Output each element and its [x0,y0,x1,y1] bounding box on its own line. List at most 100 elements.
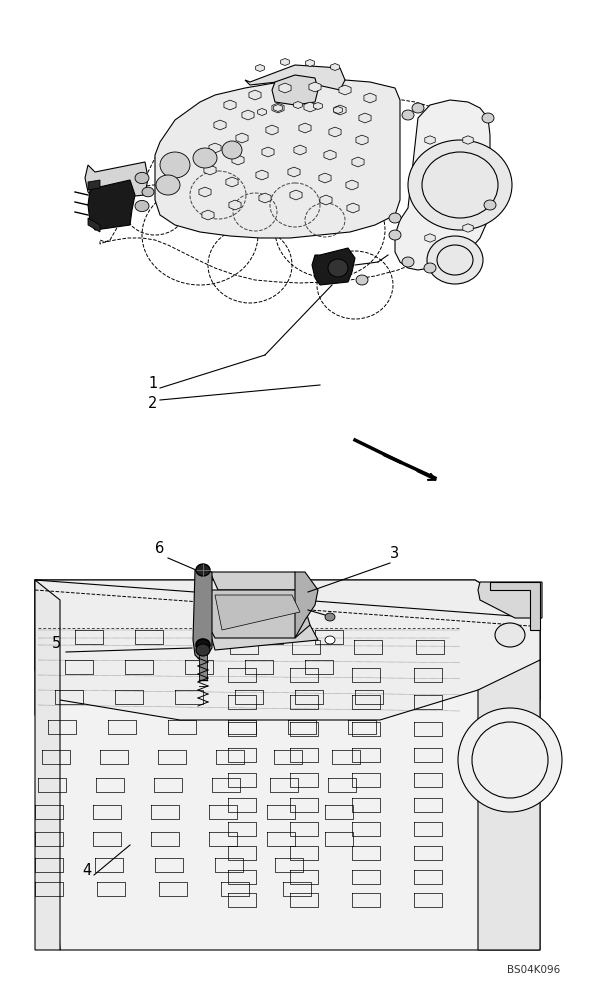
Ellipse shape [196,639,210,651]
Ellipse shape [196,564,210,576]
Polygon shape [232,155,244,165]
Polygon shape [299,123,311,133]
Polygon shape [224,100,236,110]
Ellipse shape [135,172,149,184]
Polygon shape [205,590,310,638]
Polygon shape [35,660,540,745]
Polygon shape [490,582,540,630]
Ellipse shape [424,263,436,273]
Polygon shape [202,210,214,220]
Polygon shape [242,110,254,120]
Polygon shape [88,180,135,230]
Ellipse shape [196,644,210,656]
Polygon shape [208,625,318,650]
Text: 3: 3 [390,546,399,561]
Text: 5: 5 [52,636,61,651]
Ellipse shape [160,152,190,178]
Ellipse shape [328,259,348,277]
Polygon shape [425,234,435,242]
Polygon shape [279,83,291,93]
Ellipse shape [142,187,154,197]
Polygon shape [259,193,271,203]
Polygon shape [463,224,473,232]
Polygon shape [214,120,226,130]
Polygon shape [155,80,400,238]
Polygon shape [236,133,248,143]
Polygon shape [347,203,359,213]
Polygon shape [295,572,318,638]
Polygon shape [331,64,339,70]
Polygon shape [256,64,265,72]
Ellipse shape [193,148,217,168]
Polygon shape [256,170,268,180]
Ellipse shape [402,110,414,120]
Polygon shape [309,82,321,92]
Polygon shape [339,85,351,95]
Text: 2: 2 [148,396,157,411]
Polygon shape [266,125,278,135]
Polygon shape [334,106,342,113]
Ellipse shape [402,257,414,267]
Polygon shape [329,127,341,137]
Polygon shape [85,162,148,200]
Polygon shape [324,150,336,160]
Ellipse shape [412,103,424,113]
Text: 6: 6 [155,541,164,556]
Polygon shape [274,104,282,111]
Ellipse shape [482,113,494,123]
Ellipse shape [389,230,401,240]
Text: BS04K096: BS04K096 [507,965,560,975]
Ellipse shape [458,708,562,812]
Polygon shape [319,173,331,183]
Ellipse shape [135,200,149,212]
Ellipse shape [222,141,242,159]
Polygon shape [312,248,355,285]
Ellipse shape [325,636,335,644]
Polygon shape [294,102,303,108]
Ellipse shape [356,275,368,285]
Polygon shape [272,103,284,113]
Polygon shape [290,190,302,200]
Polygon shape [359,113,371,123]
Polygon shape [262,147,274,157]
Ellipse shape [495,623,525,647]
Polygon shape [395,100,490,270]
Polygon shape [425,136,435,144]
Polygon shape [334,105,346,115]
Polygon shape [215,595,300,630]
Polygon shape [356,135,368,145]
Ellipse shape [389,213,401,223]
Polygon shape [463,136,473,144]
Polygon shape [288,167,300,177]
Polygon shape [272,75,318,105]
Polygon shape [199,652,207,680]
Polygon shape [35,580,540,950]
Polygon shape [193,570,212,660]
Ellipse shape [427,236,483,284]
Polygon shape [88,180,100,190]
Ellipse shape [484,200,496,210]
Polygon shape [204,165,216,175]
Polygon shape [320,195,332,205]
Polygon shape [364,93,376,103]
Polygon shape [88,218,100,232]
Polygon shape [304,102,316,112]
Polygon shape [478,582,542,618]
Polygon shape [35,580,540,720]
Polygon shape [249,90,261,100]
Ellipse shape [156,175,180,195]
Polygon shape [281,58,289,66]
Polygon shape [245,65,345,90]
Polygon shape [209,143,221,153]
Polygon shape [352,157,364,167]
Polygon shape [294,145,306,155]
Polygon shape [305,60,314,66]
Ellipse shape [408,140,512,230]
Polygon shape [314,103,322,109]
Polygon shape [226,177,238,187]
Ellipse shape [325,613,335,621]
Polygon shape [478,660,540,950]
Polygon shape [346,180,358,190]
Text: 1: 1 [148,376,157,391]
Polygon shape [199,187,211,197]
